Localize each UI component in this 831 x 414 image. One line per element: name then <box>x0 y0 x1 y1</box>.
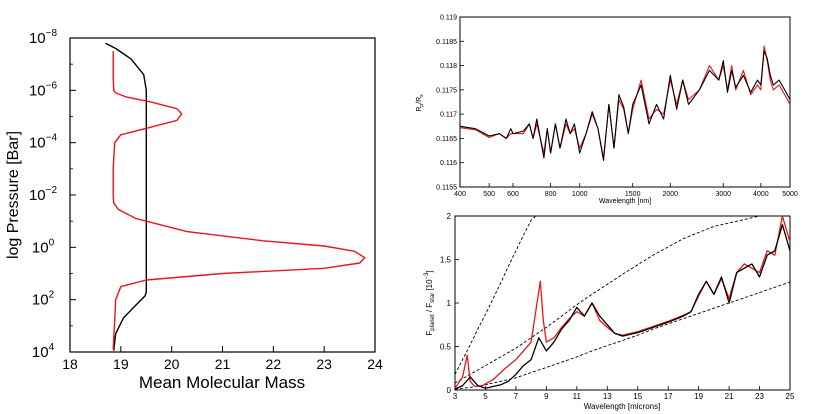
bottom-right-y-tick-label: 1.5 <box>440 256 452 265</box>
bottom-right-y-tick-label: 0 <box>447 386 452 395</box>
left-x-tick-label: 18 <box>62 356 78 372</box>
top-right-y-tick-label: 0.117 <box>440 112 457 119</box>
left-y-axis-label: log Pressure [Bar] <box>5 131 22 259</box>
top-right-y-axis-label: Rp/Rs <box>416 94 425 112</box>
bottom-right-x-tick-label: 23 <box>755 392 764 401</box>
left-panel: 18 19 20 21 22 23 24 10−8 10−6 10−4 10−2 100 102 104… <box>5 28 383 392</box>
top-right-y-tick-label: 0.1165 <box>436 136 457 143</box>
bottom-right-x-tick-label: 3 <box>453 392 458 401</box>
bottom-right-x-axis-label: Wavelength [microns] <box>584 402 661 411</box>
bottom-right-y-label-sup: −3 <box>424 272 430 280</box>
left-x-tick-label: 22 <box>266 356 282 372</box>
bottom-right-y-tick-label: 0.5 <box>440 343 452 352</box>
left-x-tick-label: 21 <box>215 356 231 372</box>
left-x-tick-label: 20 <box>164 356 180 372</box>
bottom-right-x-tick-label: 21 <box>725 392 734 401</box>
left-y-tick-label: 10−4 <box>29 133 58 152</box>
left-x-tick-label: 24 <box>367 356 383 372</box>
bottom-right-y-label-sub2: star <box>430 293 436 303</box>
bottom-right-series-red <box>454 215 791 389</box>
top-right-y-tick-label: 0.116 <box>440 160 457 167</box>
bottom-right-panel: 3 5 7 9 11 13 15 17 19 21 23 25 0 0.5 1 1.5 2 Wavelengt… <box>424 212 795 411</box>
left-x-tick-label: 23 <box>316 356 332 372</box>
top-right-x-tick-label: 1500 <box>625 191 641 198</box>
top-right-y-label-sub1: p <box>419 104 425 107</box>
top-right-x-tick-label: 800 <box>545 191 557 198</box>
bottom-right-x-tick-label: 9 <box>544 392 549 401</box>
bottom-right-y-label-mid: / F <box>425 303 434 315</box>
top-right-panel: 400 500 600 800 1000 1500 2000 3000 4000 5000 0.1… <box>416 15 798 206</box>
left-y-tick-label: 10−8 <box>29 28 58 47</box>
top-right-x-tick-label: 400 <box>454 191 466 198</box>
left-y-tick-label: 100 <box>32 237 55 256</box>
bottom-right-x-tick-label: 15 <box>633 392 642 401</box>
top-right-y-tick-label: 0.118 <box>440 63 457 70</box>
top-right-x-tick-label: 600 <box>507 191 519 198</box>
left-x-tick-label: 19 <box>113 356 129 372</box>
bottom-right-x-tick-label: 13 <box>603 392 612 401</box>
bottom-right-series-black <box>454 224 791 390</box>
top-right-x-tick-label: 4000 <box>753 191 769 198</box>
top-right-x-tick-label: 3000 <box>715 191 731 198</box>
bottom-right-x-tick-label: 11 <box>573 392 582 401</box>
left-y-tick-label: 10−6 <box>29 80 58 99</box>
bottom-right-x-tick-label: 5 <box>483 392 488 401</box>
top-right-plot-frame <box>459 16 791 188</box>
top-right-x-tick-label: 2000 <box>662 191 678 198</box>
top-right-y-label-mid: /R <box>416 97 423 104</box>
top-right-x-tick-label: 5000 <box>782 191 798 198</box>
top-right-y-label-main: R <box>416 107 423 112</box>
bottom-right-y-label-end: ] <box>425 270 434 272</box>
bottom-right-y-tick-label: 1 <box>447 299 452 308</box>
bottom-right-plot-frame <box>454 215 791 391</box>
bottom-right-series-dashed-1 <box>454 215 537 375</box>
bottom-right-y-label-main: F <box>425 331 434 336</box>
left-series-red <box>112 51 366 350</box>
bottom-right-x-tick-label: 7 <box>514 392 519 401</box>
left-y-tick-label: 102 <box>32 290 55 309</box>
top-right-x-tick-label: 1000 <box>572 191 588 198</box>
left-y-tick-label: 10−2 <box>29 185 58 204</box>
top-right-x-tick-label: 500 <box>483 191 495 198</box>
bottom-right-series-dashed-2 <box>454 215 775 384</box>
bottom-right-y-tick-label: 2 <box>447 212 452 221</box>
bottom-right-x-tick-label: 19 <box>694 392 703 401</box>
top-right-y-tick-label: 0.1155 <box>436 185 457 192</box>
left-x-axis-label: Mean Molecular Mass <box>139 373 305 392</box>
top-right-y-tick-label: 0.1175 <box>436 87 457 94</box>
left-series-black <box>105 42 148 351</box>
bottom-right-x-tick-label: 17 <box>664 392 673 401</box>
bottom-right-y-label-tail: [10 <box>425 279 434 293</box>
left-y-tick-label: 104 <box>32 342 55 361</box>
top-right-series-black <box>459 50 791 161</box>
top-right-y-tick-label: 0.119 <box>440 15 457 22</box>
top-right-y-label-sub2: s <box>419 94 425 97</box>
top-right-x-axis-label: Wavelength [nm] <box>599 198 651 205</box>
bottom-right-y-label-sub1: planet <box>430 314 436 331</box>
bottom-right-y-axis-label: Fplanet / Fstar [10−3] <box>424 270 436 335</box>
top-right-series-red <box>459 45 791 159</box>
top-right-y-tick-label: 0.1185 <box>436 39 457 46</box>
bottom-right-x-tick-label: 25 <box>786 392 795 401</box>
